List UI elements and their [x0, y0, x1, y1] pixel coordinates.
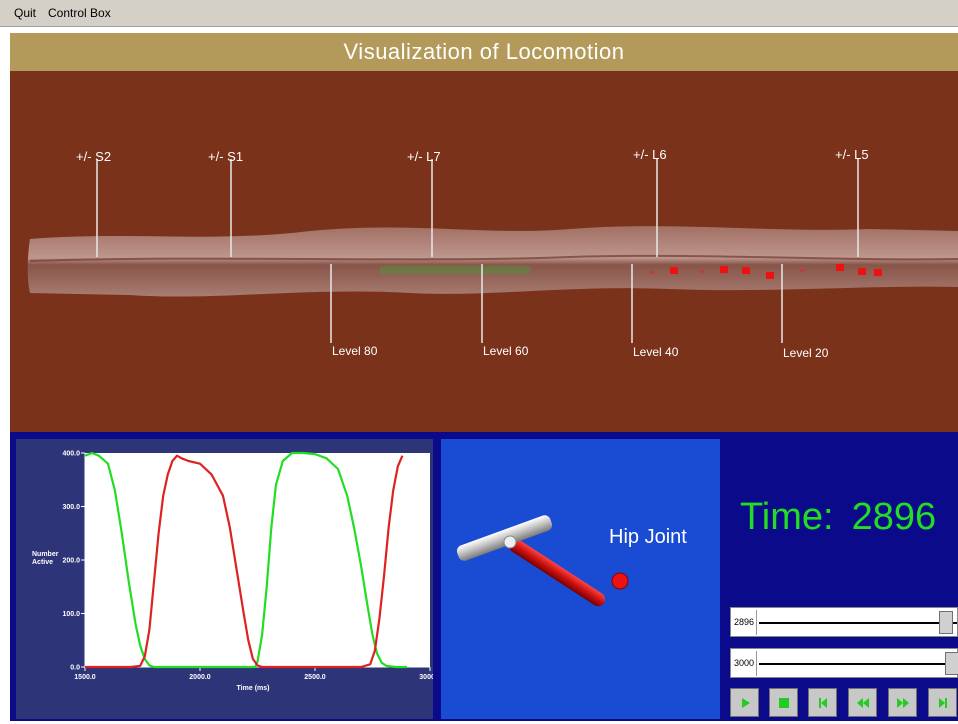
active-neurons	[650, 264, 882, 279]
pelvis-bar	[456, 515, 553, 561]
rewind-button[interactable]	[848, 688, 877, 717]
x-tick-label: 3000.0	[419, 674, 433, 681]
y-tick-label: 0.0	[70, 665, 80, 672]
hip-joint-marker	[503, 535, 517, 549]
hip-joint-figure	[456, 515, 629, 607]
thigh-segment	[508, 538, 606, 607]
time-label: Time:	[740, 496, 834, 538]
step-back-button[interactable]	[808, 688, 837, 717]
slider-separator	[756, 610, 757, 635]
y-tick-label: 300.0	[62, 504, 80, 511]
level-markers	[330, 264, 783, 343]
time-readout: Time: 2896	[740, 496, 936, 539]
segment-markers	[96, 159, 859, 257]
level-label-60: Level 60	[483, 344, 529, 358]
x-axis-label: Time (ms)	[237, 685, 270, 692]
hip-joint-panel	[441, 439, 720, 719]
menu-bar: Quit Control Box	[0, 0, 958, 27]
slider-track	[759, 663, 957, 665]
plot-area	[85, 453, 430, 667]
time-slider[interactable]: 2896	[730, 607, 958, 637]
step-forward-icon	[938, 697, 947, 708]
x-tick-label: 2500.0	[304, 674, 326, 681]
time-slider-thumb[interactable]	[938, 611, 953, 634]
segment-label-s2: +/- S2	[76, 149, 111, 164]
series-line-1	[85, 454, 404, 669]
slider-separator	[756, 651, 757, 676]
hip-joint-label: Hip Joint	[609, 526, 687, 548]
activity-chart: Number Active Time (ms) 0.0 100.0 200.0 300…	[32, 451, 441, 693]
x-tick-label: 1500.0	[74, 674, 96, 681]
y-tick-label: 400.0	[62, 451, 80, 458]
menu-item-quit[interactable]: Quit	[14, 6, 37, 20]
spinal-cord-svg: +/- S2 +/- S1 +/- L7 +/- L6 +/- L5 Level…	[27, 147, 958, 360]
max-time-slider-thumb[interactable]	[945, 652, 958, 675]
play-button[interactable]	[730, 688, 759, 717]
stop-button[interactable]	[769, 688, 798, 717]
segment-label-l6: +/- L6	[633, 147, 667, 162]
play-icon	[741, 697, 750, 708]
activity-plot-panel: Number Active Time (ms) 0.0 100.0 200.0 300…	[16, 439, 441, 719]
time-value: 2896	[851, 496, 937, 538]
step-back-icon	[818, 697, 827, 708]
stop-icon	[778, 697, 789, 708]
menu-item-control-box[interactable]: Control Box	[48, 6, 111, 20]
y-tick-label: 200.0	[62, 558, 80, 565]
time-slider-value: 2896	[734, 617, 755, 627]
rewind-icon	[856, 697, 869, 708]
y-tick-label: 100.0	[62, 611, 80, 618]
slider-track	[759, 622, 957, 624]
segment-label-l5: +/- L5	[835, 147, 869, 162]
title-bar: Visualization of Locomotion	[10, 33, 958, 71]
spinal-cord	[27, 226, 958, 297]
knee-joint-marker	[611, 572, 629, 590]
max-time-slider-value: 3000	[734, 658, 755, 668]
spinal-cord-scene: +/- S2 +/- S1 +/- L7 +/- L6 +/- L5 Level…	[10, 71, 958, 432]
segment-label-s1: +/- S1	[208, 149, 243, 164]
x-tick-label: 2000.0	[189, 674, 211, 681]
page-title: Visualization of Locomotion	[343, 39, 625, 64]
level-label-40: Level 40	[633, 345, 679, 359]
level-label-80: Level 80	[332, 344, 378, 358]
max-time-slider[interactable]: 3000	[730, 648, 958, 678]
step-forward-button[interactable]	[928, 688, 957, 717]
y-axis-label-line2: Active	[32, 559, 53, 566]
y-axis-label: Number	[32, 551, 59, 558]
fast-forward-button[interactable]	[888, 688, 917, 717]
segment-label-l7: +/- L7	[407, 149, 441, 164]
fast-forward-icon	[896, 697, 909, 708]
series-line-0	[84, 451, 407, 669]
level-label-20: Level 20	[783, 346, 829, 360]
